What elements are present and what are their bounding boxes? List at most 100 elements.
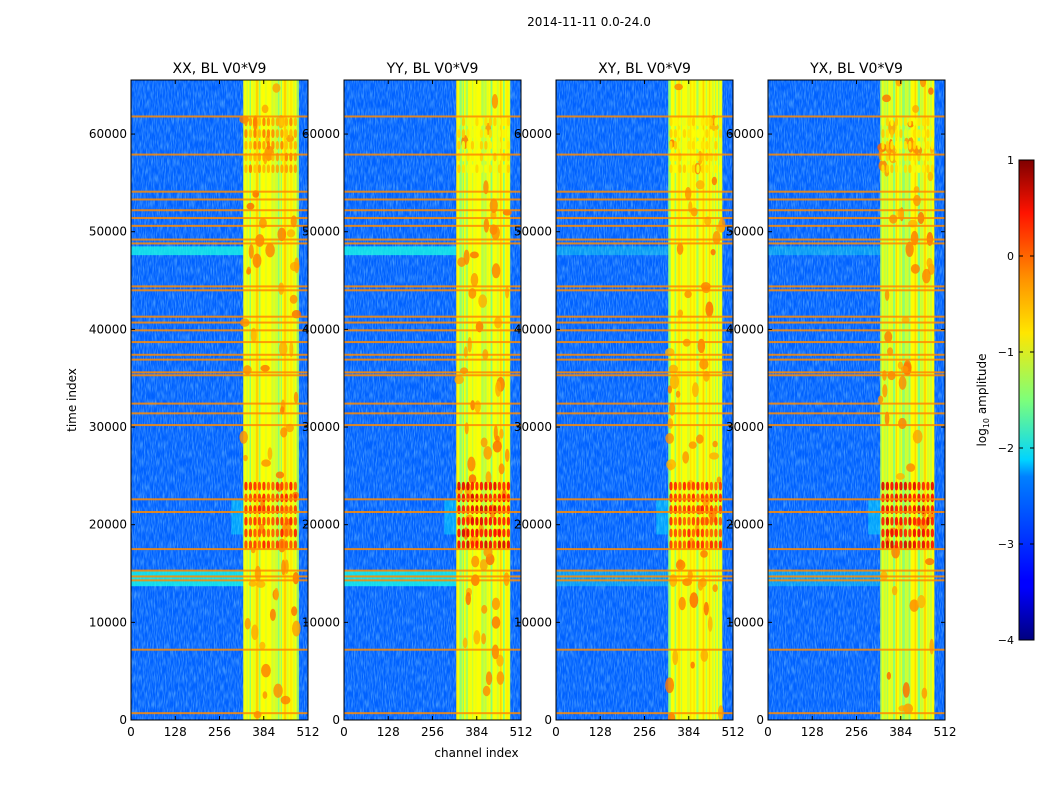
rfi-stripe <box>499 80 502 720</box>
flagged-row <box>344 115 521 118</box>
burst-cell <box>890 129 894 138</box>
broadband-band <box>131 570 244 587</box>
burst-cell <box>266 540 270 550</box>
broadband-band <box>768 570 881 587</box>
burst-cell <box>244 164 248 174</box>
rfi-blob <box>473 630 481 645</box>
y-tick-label: 60000 <box>89 127 127 141</box>
burst-cell <box>930 164 934 174</box>
rfi-blob <box>891 585 898 596</box>
rfi-blob <box>878 395 884 404</box>
burst-cell <box>917 540 921 550</box>
flagged-row <box>344 341 521 344</box>
x-tick-label: 128 <box>589 725 612 739</box>
burst-cell <box>479 528 483 538</box>
burst-cell <box>475 528 479 538</box>
rfi-blob <box>695 180 705 190</box>
flagged-row <box>344 153 521 156</box>
rfi-blob <box>677 309 684 317</box>
y-tick-label: 0 <box>544 713 552 727</box>
flagged-row <box>131 374 308 377</box>
burst-cell <box>899 164 903 174</box>
burst-cell <box>718 493 722 503</box>
burst-cell <box>257 481 261 491</box>
burst-cell <box>253 140 257 150</box>
flagged-row <box>131 402 308 405</box>
burst-cell <box>497 540 501 550</box>
rfi-blob <box>280 695 291 705</box>
burst-cell <box>714 164 718 174</box>
burst-cell <box>912 528 916 538</box>
rfi-blob <box>678 596 686 611</box>
burst-cell <box>890 493 894 503</box>
burst-cell <box>678 164 682 174</box>
broadband-band <box>344 246 457 256</box>
flagged-row <box>344 285 521 288</box>
rfi-blob <box>293 391 299 404</box>
rfi-blob <box>675 559 686 571</box>
burst-cell <box>506 129 510 138</box>
rfi-stripe <box>490 80 493 720</box>
burst-cell <box>248 540 252 550</box>
flagged-row <box>768 374 945 377</box>
rfi-blob <box>700 550 708 558</box>
rfi-blob <box>498 463 505 475</box>
burst-cell <box>293 528 297 538</box>
burst-cell <box>930 129 934 138</box>
rfi-blob <box>697 579 704 591</box>
burst-cell <box>890 117 894 127</box>
y-tick-label: 50000 <box>726 225 764 239</box>
burst-cell <box>691 164 695 174</box>
burst-cell <box>506 140 510 150</box>
flagged-row <box>768 238 945 241</box>
burst-cell <box>280 164 284 174</box>
flagged-row <box>768 358 945 361</box>
burst-cell <box>502 481 506 491</box>
flagged-row <box>768 153 945 156</box>
burst-cell <box>497 493 501 503</box>
rfi-blob <box>684 290 692 299</box>
burst-cell <box>894 481 898 491</box>
rfi-stripe <box>246 80 248 720</box>
burst-cell <box>280 540 284 550</box>
burst-cell <box>682 481 686 491</box>
burst-cell <box>705 164 709 174</box>
burst-cell <box>885 129 889 138</box>
burst-cell <box>484 140 488 150</box>
flagged-row <box>344 712 521 715</box>
burst-cell <box>293 540 297 550</box>
rfi-blob <box>711 176 718 186</box>
rfi-stripe <box>923 80 926 720</box>
burst-cell <box>921 516 925 526</box>
rfi-stripe <box>280 80 282 720</box>
flagged-row <box>131 209 308 212</box>
burst-cell <box>908 140 912 150</box>
burst-cell <box>912 117 916 127</box>
rfi-blob <box>248 580 257 587</box>
burst-cell <box>475 493 479 503</box>
rfi-blob <box>689 592 699 608</box>
burst-cell <box>271 528 275 538</box>
burst-cell <box>890 516 894 526</box>
rfi-blob <box>495 380 502 397</box>
flagged-row <box>556 569 733 572</box>
rfi-blob <box>250 327 257 343</box>
rfi-blob <box>280 427 288 438</box>
rfi-blob <box>700 649 709 662</box>
burst-cell <box>930 528 934 538</box>
burst-cell <box>894 540 898 550</box>
burst-cell <box>930 516 934 526</box>
burst-cell <box>912 140 916 150</box>
rfi-blob <box>470 400 476 411</box>
burst-cell <box>926 140 930 150</box>
y-axis-label: time index <box>65 368 79 432</box>
burst-cell <box>682 540 686 550</box>
rfi-blob <box>665 432 674 444</box>
burst-cell <box>917 528 921 538</box>
burst-cell <box>899 140 903 150</box>
burst-cell <box>253 481 257 491</box>
burst-cell <box>479 540 483 550</box>
burst-cell <box>696 164 700 174</box>
burst-cell <box>244 493 248 503</box>
rfi-blob <box>884 411 890 426</box>
